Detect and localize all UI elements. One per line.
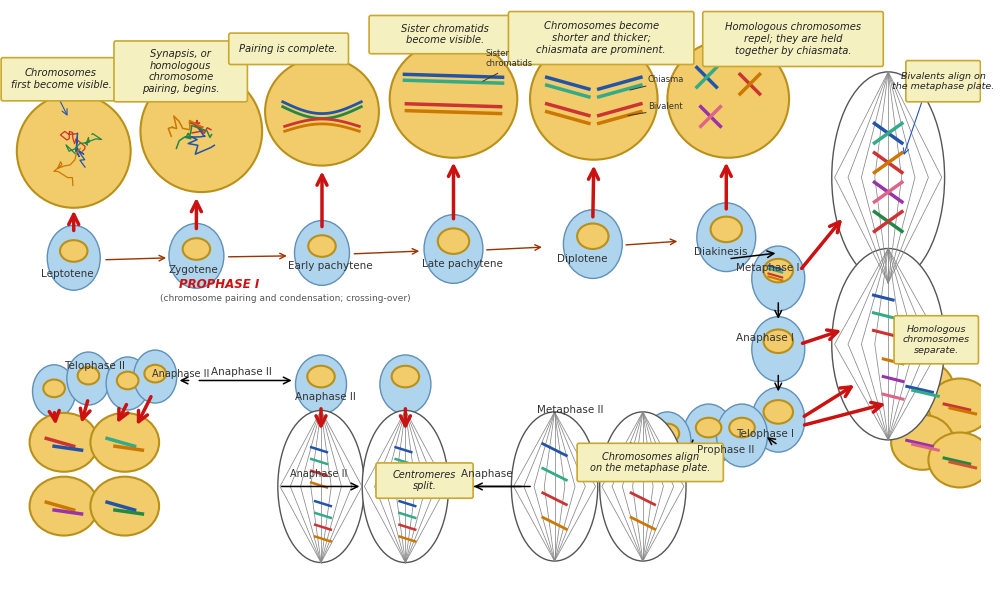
- Ellipse shape: [764, 259, 793, 282]
- Text: Zygotene: Zygotene: [169, 265, 219, 274]
- Ellipse shape: [295, 355, 347, 414]
- FancyBboxPatch shape: [703, 11, 883, 66]
- Ellipse shape: [764, 329, 793, 353]
- Ellipse shape: [278, 411, 364, 563]
- Ellipse shape: [30, 476, 98, 535]
- Ellipse shape: [752, 387, 805, 452]
- Text: Centromeres
split.: Centromeres split.: [393, 470, 456, 491]
- Ellipse shape: [380, 355, 431, 414]
- FancyBboxPatch shape: [229, 33, 348, 65]
- Ellipse shape: [78, 367, 99, 385]
- Text: Metaphase I: Metaphase I: [736, 262, 800, 273]
- Ellipse shape: [683, 404, 734, 467]
- Text: PROPHASE I: PROPHASE I: [179, 278, 259, 291]
- Text: Diakinesis: Diakinesis: [694, 247, 747, 257]
- Text: Chromosomes align
on the metaphase plate.: Chromosomes align on the metaphase plate…: [590, 452, 710, 473]
- Text: Anaphase: Anaphase: [461, 469, 516, 479]
- Ellipse shape: [295, 221, 349, 285]
- Text: Sister chromatids
become visible.: Sister chromatids become visible.: [401, 24, 489, 45]
- Ellipse shape: [656, 424, 679, 443]
- Ellipse shape: [832, 248, 945, 440]
- Ellipse shape: [308, 235, 336, 257]
- Ellipse shape: [43, 379, 65, 397]
- Text: Chiasma: Chiasma: [648, 75, 684, 84]
- Ellipse shape: [577, 224, 609, 249]
- Ellipse shape: [667, 40, 789, 158]
- Ellipse shape: [424, 215, 483, 283]
- Ellipse shape: [928, 379, 991, 434]
- Ellipse shape: [530, 38, 658, 160]
- FancyBboxPatch shape: [114, 41, 247, 102]
- Text: (chromosome pairing and condensation; crossing-over): (chromosome pairing and condensation; cr…: [160, 294, 411, 303]
- Ellipse shape: [832, 72, 945, 283]
- Ellipse shape: [390, 40, 517, 158]
- Text: Chromosomes
first become visible.: Chromosomes first become visible.: [11, 69, 111, 90]
- FancyBboxPatch shape: [577, 443, 723, 482]
- Ellipse shape: [752, 246, 805, 311]
- Ellipse shape: [711, 216, 742, 242]
- Ellipse shape: [30, 413, 98, 472]
- Ellipse shape: [265, 58, 379, 166]
- Ellipse shape: [106, 357, 149, 410]
- Text: Bivalents align on
the metaphase plate.: Bivalents align on the metaphase plate.: [892, 72, 994, 91]
- FancyBboxPatch shape: [1, 58, 121, 101]
- Ellipse shape: [696, 418, 721, 437]
- Ellipse shape: [697, 203, 756, 271]
- Ellipse shape: [140, 71, 262, 192]
- FancyBboxPatch shape: [376, 463, 473, 498]
- Ellipse shape: [438, 229, 469, 254]
- Text: Late pachytene: Late pachytene: [422, 259, 503, 269]
- Ellipse shape: [90, 476, 159, 535]
- Text: Chromosomes become
shorter and thicker;
chiasmata are prominent.: Chromosomes become shorter and thicker; …: [536, 22, 666, 55]
- Text: Leptotene: Leptotene: [41, 270, 94, 279]
- Text: Anaphase II: Anaphase II: [152, 368, 210, 379]
- Ellipse shape: [891, 361, 954, 416]
- Text: Diplotene: Diplotene: [557, 254, 607, 264]
- Ellipse shape: [307, 366, 335, 387]
- FancyBboxPatch shape: [369, 16, 520, 54]
- Ellipse shape: [563, 210, 622, 279]
- Ellipse shape: [764, 400, 793, 424]
- Text: Anaphase I: Anaphase I: [736, 333, 794, 343]
- Ellipse shape: [729, 418, 755, 437]
- Ellipse shape: [752, 317, 805, 382]
- Text: Telophase II: Telophase II: [64, 361, 125, 371]
- Ellipse shape: [67, 352, 110, 405]
- Ellipse shape: [60, 240, 87, 262]
- Ellipse shape: [600, 412, 686, 561]
- Text: Prophase II: Prophase II: [697, 445, 754, 455]
- Ellipse shape: [362, 411, 449, 563]
- Ellipse shape: [90, 413, 159, 472]
- Ellipse shape: [392, 366, 419, 387]
- Text: Anaphase II: Anaphase II: [211, 367, 272, 377]
- Text: Pairing is complete.: Pairing is complete.: [239, 44, 338, 54]
- Ellipse shape: [716, 404, 767, 467]
- Text: Anaphase II: Anaphase II: [290, 469, 347, 479]
- Text: Homologous
chromosomes
separate.: Homologous chromosomes separate.: [903, 325, 970, 355]
- Ellipse shape: [169, 224, 224, 288]
- Ellipse shape: [891, 415, 954, 470]
- Ellipse shape: [511, 412, 598, 561]
- Ellipse shape: [928, 432, 991, 487]
- Ellipse shape: [144, 365, 166, 382]
- Ellipse shape: [17, 94, 131, 208]
- FancyBboxPatch shape: [508, 11, 694, 65]
- Ellipse shape: [47, 226, 100, 290]
- Text: Metaphase II: Metaphase II: [537, 405, 603, 415]
- Text: Telophase I: Telophase I: [736, 429, 794, 440]
- Text: Synapsis, or
homologous
chromosome
pairing, begins.: Synapsis, or homologous chromosome pairi…: [142, 49, 219, 94]
- Text: Sister
chromatids: Sister chromatids: [486, 49, 533, 69]
- FancyBboxPatch shape: [906, 60, 980, 102]
- Text: Early pachytene: Early pachytene: [288, 260, 372, 271]
- Text: Bivalent: Bivalent: [648, 102, 682, 111]
- Ellipse shape: [183, 238, 210, 260]
- Ellipse shape: [117, 371, 138, 390]
- Text: Homologous chromosomes
repel; they are held
together by chiasmata.: Homologous chromosomes repel; they are h…: [725, 22, 861, 55]
- Text: Anaphase II: Anaphase II: [295, 392, 355, 402]
- Ellipse shape: [33, 365, 76, 418]
- FancyBboxPatch shape: [894, 316, 978, 364]
- Ellipse shape: [134, 350, 177, 403]
- Ellipse shape: [644, 412, 691, 471]
